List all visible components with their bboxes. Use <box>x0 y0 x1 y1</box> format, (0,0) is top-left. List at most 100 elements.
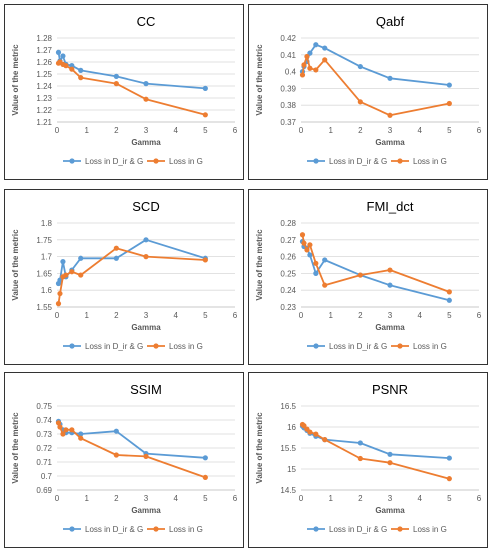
series-line-loss-d-ir-g <box>301 43 450 86</box>
data-point <box>63 427 69 433</box>
legend-marker <box>397 158 403 164</box>
legend-marker <box>397 343 403 349</box>
y-tick-label: 0.4 <box>285 68 297 77</box>
series-line-loss-g <box>301 55 450 117</box>
y-tick-label: 15.5 <box>280 444 296 453</box>
chart-panel-ssim: SSIM 0.69 0.7 0.71 0.72 0.73 0.74 0.75 0 1 2 3 4 5 6 Ga… <box>4 372 244 548</box>
x-tick-label: 2 <box>358 126 363 135</box>
x-tick-label: 4 <box>173 494 178 503</box>
chart-svg: CC 1.21 1.22 1.23 1.24 1.25 1.26 1.27 1.28 0 1 2 3 4 5… <box>11 14 238 166</box>
data-point <box>357 272 363 278</box>
data-point <box>143 453 149 459</box>
x-tick-label: 5 <box>203 311 208 320</box>
x-tick-label: 6 <box>233 494 238 503</box>
legend-marker <box>153 158 159 164</box>
data-point <box>313 431 319 437</box>
data-point <box>301 423 307 429</box>
legend-label: Loss in G <box>169 525 203 534</box>
x-tick-label: 3 <box>144 126 149 135</box>
x-tick-label: 1 <box>84 126 89 135</box>
chart-svg: FMI_dct 0.23 0.24 0.25 0.26 0.27 0.28 0 1 2 3 4 5 6 Ga… <box>255 199 482 351</box>
legend-marker <box>153 526 159 532</box>
data-point <box>307 429 313 435</box>
data-point <box>322 257 328 263</box>
data-point <box>446 476 452 482</box>
data-point <box>78 255 84 261</box>
x-axis-label: Gamma <box>375 138 405 147</box>
y-tick-label: 0.25 <box>280 269 296 278</box>
data-point <box>202 455 208 461</box>
y-axis-label: Value of the metric <box>11 229 20 301</box>
y-tick-label: 1.21 <box>36 118 52 127</box>
x-tick-label: 4 <box>417 311 422 320</box>
data-point <box>446 297 452 303</box>
x-tick-label: 5 <box>447 311 452 320</box>
y-tick-label: 0.24 <box>280 286 296 295</box>
data-point <box>63 63 69 69</box>
chart-panel-scd: SCD 1.55 1.6 1.65 1.7 1.75 1.8 0 1 2 3 4 5 6 Gamma Valu… <box>4 189 244 365</box>
y-tick-label: 1.27 <box>36 46 52 55</box>
data-point <box>202 474 208 480</box>
data-point <box>143 254 149 260</box>
data-point <box>55 420 62 426</box>
x-tick-label: 4 <box>173 311 178 320</box>
data-point <box>60 259 66 265</box>
y-tick-label: 0.39 <box>280 84 296 93</box>
chart-panel-fmi-dct: FMI_dct 0.23 0.24 0.25 0.26 0.27 0.28 0 1 2 3 4 5 6 Ga… <box>248 189 488 365</box>
x-tick-label: 3 <box>144 311 149 320</box>
data-point <box>313 270 319 276</box>
y-tick-label: 0.23 <box>280 303 296 312</box>
y-tick-label: 1.8 <box>41 219 53 228</box>
data-point <box>387 267 393 273</box>
data-point <box>307 252 313 258</box>
y-tick-label: 0.42 <box>280 34 296 43</box>
y-tick-label: 1.6 <box>41 286 53 295</box>
data-point <box>357 440 363 446</box>
data-point <box>113 245 119 251</box>
x-tick-label: 2 <box>114 126 119 135</box>
data-point <box>143 237 149 243</box>
y-tick-label: 0.7 <box>41 472 53 481</box>
data-point <box>357 99 363 105</box>
data-point <box>299 232 306 238</box>
legend-label: Loss in D_ir & G <box>329 525 387 534</box>
data-point <box>387 460 393 466</box>
x-tick-label: 5 <box>447 126 452 135</box>
data-point <box>69 427 75 433</box>
data-point <box>301 62 307 68</box>
y-tick-label: 0.28 <box>280 219 296 228</box>
y-tick-label: 16 <box>287 423 296 432</box>
x-tick-label: 2 <box>358 494 363 503</box>
series-line-loss-g <box>57 422 206 479</box>
y-tick-label: 0.73 <box>36 430 52 439</box>
data-point <box>322 437 328 443</box>
data-point <box>357 455 363 462</box>
legend-label: Loss in G <box>169 157 203 166</box>
data-point <box>78 75 84 81</box>
legend-marker <box>313 343 319 349</box>
legend-marker <box>69 158 75 164</box>
x-axis-label: Gamma <box>131 323 161 332</box>
x-tick-label: 5 <box>203 494 208 503</box>
data-point <box>307 50 313 56</box>
data-point <box>387 282 393 288</box>
data-point <box>60 431 66 437</box>
data-point <box>446 82 452 88</box>
chart-title: SCD <box>132 199 159 214</box>
chart-title: FMI_dct <box>367 199 414 214</box>
x-tick-label: 1 <box>328 126 333 135</box>
x-tick-label: 0 <box>299 311 304 320</box>
data-point <box>55 301 62 307</box>
chart-title: PSNR <box>372 382 408 397</box>
data-point <box>57 290 63 297</box>
x-tick-label: 0 <box>55 494 60 503</box>
x-tick-label: 4 <box>417 494 422 503</box>
data-point <box>78 272 84 278</box>
x-tick-label: 6 <box>233 126 238 135</box>
x-tick-label: 3 <box>144 494 149 503</box>
x-tick-label: 0 <box>299 126 304 135</box>
legend-label: Loss in G <box>413 157 447 166</box>
data-point <box>113 452 119 458</box>
data-point <box>301 240 307 246</box>
y-tick-label: 0.41 <box>280 51 296 60</box>
